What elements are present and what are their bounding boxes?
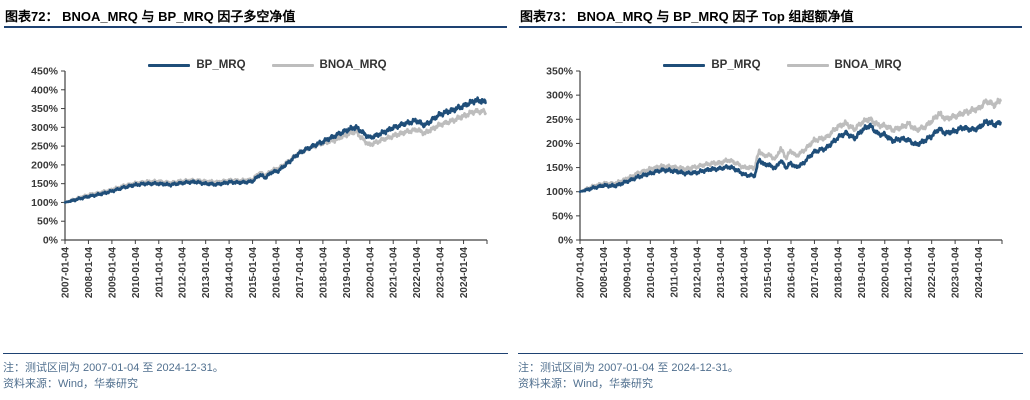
svg-text:2022-01-04: 2022-01-04 bbox=[412, 247, 423, 299]
svg-text:2013-01-04: 2013-01-04 bbox=[201, 247, 212, 299]
svg-text:200%: 200% bbox=[31, 159, 59, 171]
svg-text:2012-01-04: 2012-01-04 bbox=[693, 247, 704, 299]
svg-text:100%: 100% bbox=[31, 197, 59, 209]
legend-item-bp-mrq: BP_MRQ bbox=[148, 59, 246, 71]
svg-text:2016-01-04: 2016-01-04 bbox=[787, 247, 798, 299]
figure-73-title: 图表73： BNOA_MRQ 与 BP_MRQ 因子 Top 组超额净值 bbox=[520, 9, 854, 24]
title-underline bbox=[4, 26, 507, 28]
svg-text:2009-01-04: 2009-01-04 bbox=[622, 247, 633, 299]
figure-72-title: 图表72： BNOA_MRQ 与 BP_MRQ 因子多空净值 bbox=[5, 9, 296, 24]
bnoa-mrq-line-swatch bbox=[271, 63, 314, 67]
svg-text:2020-01-04: 2020-01-04 bbox=[365, 247, 376, 299]
svg-text:2018-01-04: 2018-01-04 bbox=[318, 247, 329, 299]
svg-text:2023-01-04: 2023-01-04 bbox=[436, 247, 447, 299]
svg-text:350%: 350% bbox=[31, 103, 59, 115]
svg-text:0%: 0% bbox=[43, 235, 59, 247]
bp-mrq-line-swatch bbox=[148, 63, 191, 67]
svg-text:2018-01-04: 2018-01-04 bbox=[833, 247, 844, 299]
svg-text:450%: 450% bbox=[31, 66, 59, 78]
svg-text:50%: 50% bbox=[37, 216, 59, 228]
svg-text:2010-01-04: 2010-01-04 bbox=[131, 247, 142, 299]
figure-72-panel: 图表72： BNOA_MRQ 与 BP_MRQ 因子多空净值 0% 50% 100%… bbox=[3, 9, 508, 390]
svg-text:2020-01-04: 2020-01-04 bbox=[880, 247, 891, 299]
test-period-note: 注：测试区间为 2007-01-04 至 2024-12-31。 bbox=[518, 362, 739, 374]
svg-text:2023-01-04: 2023-01-04 bbox=[951, 247, 962, 299]
svg-text:150%: 150% bbox=[546, 162, 574, 174]
bp-mrq-line-swatch bbox=[663, 63, 706, 67]
svg-text:2017-01-04: 2017-01-04 bbox=[295, 247, 306, 299]
svg-text:100%: 100% bbox=[546, 186, 574, 198]
test-period-note: 注：测试区间为 2007-01-04 至 2024-12-31。 bbox=[3, 362, 224, 374]
svg-text:200%: 200% bbox=[546, 138, 574, 150]
svg-text:2009-01-04: 2009-01-04 bbox=[107, 247, 118, 299]
note-divider bbox=[518, 353, 1023, 354]
svg-text:2024-01-04: 2024-01-04 bbox=[974, 247, 985, 299]
svg-text:2016-01-04: 2016-01-04 bbox=[272, 247, 283, 299]
svg-text:350%: 350% bbox=[546, 66, 574, 78]
bnoa-mrq-line-swatch bbox=[786, 63, 829, 67]
svg-text:2021-01-04: 2021-01-04 bbox=[389, 247, 400, 299]
svg-text:2008-01-04: 2008-01-04 bbox=[599, 247, 610, 299]
svg-text:2011-01-04: 2011-01-04 bbox=[669, 247, 680, 298]
data-source-note: 资料来源：Wind，华泰研究 bbox=[518, 378, 654, 390]
legend-item-bp-mrq: BP_MRQ bbox=[663, 59, 761, 71]
svg-text:300%: 300% bbox=[31, 122, 59, 134]
title-underline bbox=[519, 26, 1022, 28]
svg-text:2011-01-04: 2011-01-04 bbox=[154, 247, 165, 298]
svg-text:2007-01-04: 2007-01-04 bbox=[576, 247, 587, 299]
svg-text:2015-01-04: 2015-01-04 bbox=[763, 247, 774, 299]
svg-text:2017-01-04: 2017-01-04 bbox=[810, 247, 821, 299]
figure-73-panel: 图表73： BNOA_MRQ 与 BP_MRQ 因子 Top 组超额净值 0% 5… bbox=[515, 0, 1030, 400]
svg-text:50%: 50% bbox=[552, 210, 574, 222]
svg-text:2012-01-04: 2012-01-04 bbox=[178, 247, 189, 299]
svg-text:250%: 250% bbox=[546, 114, 574, 126]
data-source-note: 资料来源：Wind，华泰研究 bbox=[3, 378, 139, 390]
svg-text:2021-01-04: 2021-01-04 bbox=[904, 247, 915, 299]
svg-text:2019-01-04: 2019-01-04 bbox=[857, 247, 868, 299]
svg-text:400%: 400% bbox=[31, 84, 59, 96]
chart-legend: BP_MRQ BNOA_MRQ bbox=[40, 56, 495, 74]
svg-text:2024-01-04: 2024-01-04 bbox=[459, 247, 470, 299]
legend-item-bnoa-mrq: BNOA_MRQ bbox=[271, 59, 387, 71]
svg-text:2010-01-04: 2010-01-04 bbox=[646, 247, 657, 299]
svg-text:2019-01-04: 2019-01-04 bbox=[342, 247, 353, 299]
legend-item-bnoa-mrq: BNOA_MRQ bbox=[786, 59, 902, 71]
svg-text:300%: 300% bbox=[546, 90, 574, 102]
note-divider bbox=[3, 353, 508, 354]
svg-text:2008-01-04: 2008-01-04 bbox=[84, 247, 95, 299]
svg-text:2015-01-04: 2015-01-04 bbox=[248, 247, 259, 299]
top-group-excess-net-value-chart: 0% 50% 100% 150% 200% 250% 300% 350% 2007-01-04 2… bbox=[546, 66, 1003, 299]
legend-label-bp-mrq: BP_MRQ bbox=[196, 59, 246, 71]
legend-label-bnoa-mrq: BNOA_MRQ bbox=[834, 59, 902, 71]
svg-text:2013-01-04: 2013-01-04 bbox=[716, 247, 727, 299]
svg-text:2014-01-04: 2014-01-04 bbox=[740, 247, 751, 299]
svg-text:2007-01-04: 2007-01-04 bbox=[61, 247, 72, 299]
legend-label-bnoa-mrq: BNOA_MRQ bbox=[319, 59, 387, 71]
legend-label-bp-mrq: BP_MRQ bbox=[711, 59, 761, 71]
chart-legend: BP_MRQ BNOA_MRQ bbox=[555, 56, 1010, 74]
svg-text:2022-01-04: 2022-01-04 bbox=[927, 247, 938, 299]
svg-text:2014-01-04: 2014-01-04 bbox=[225, 247, 236, 299]
svg-text:0%: 0% bbox=[558, 235, 574, 247]
svg-text:150%: 150% bbox=[31, 178, 59, 190]
svg-text:250%: 250% bbox=[31, 141, 59, 153]
long-short-net-value-chart: 0% 50% 100% 150% 200% 250% 300% 350% 400% 450% 200… bbox=[31, 66, 488, 299]
